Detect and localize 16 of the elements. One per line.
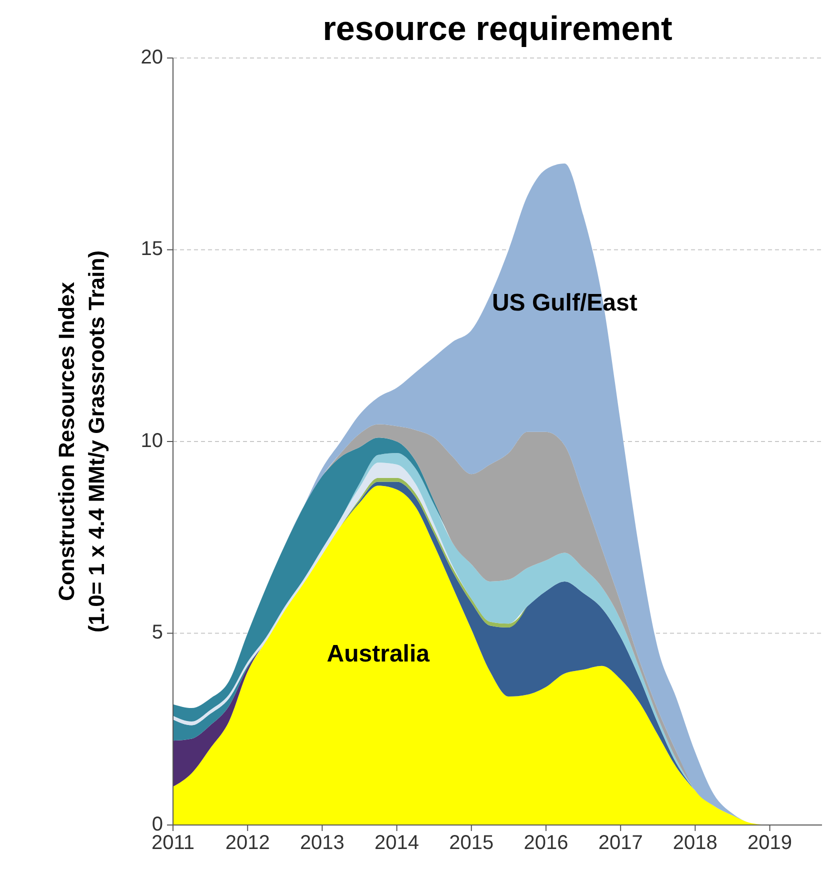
series-label: US Gulf/East: [492, 290, 638, 317]
x-tick-label: 2017: [598, 832, 643, 854]
y-tick-label: 20: [140, 46, 163, 68]
x-tick-label: 2014: [374, 832, 420, 854]
x-tick-label: 2018: [672, 832, 718, 854]
y-tick-label: 5: [152, 622, 163, 644]
chart-title: resource requirement: [322, 10, 672, 48]
series-label: Australia: [326, 640, 430, 668]
y-tick-label: 15: [140, 238, 163, 260]
x-tick-label: 2013: [300, 832, 344, 854]
y-tick-label: 10: [140, 430, 163, 452]
y-axis-title: Construction Resources Index (1.0= 1 x 4.4 MMt/y Grassroots Train): [54, 250, 109, 633]
x-tick-label: 2019: [748, 832, 792, 854]
x-tick-label: 2015: [449, 832, 494, 854]
x-tick-label: 2016: [524, 832, 568, 854]
x-tick-label: 2012: [225, 832, 270, 854]
